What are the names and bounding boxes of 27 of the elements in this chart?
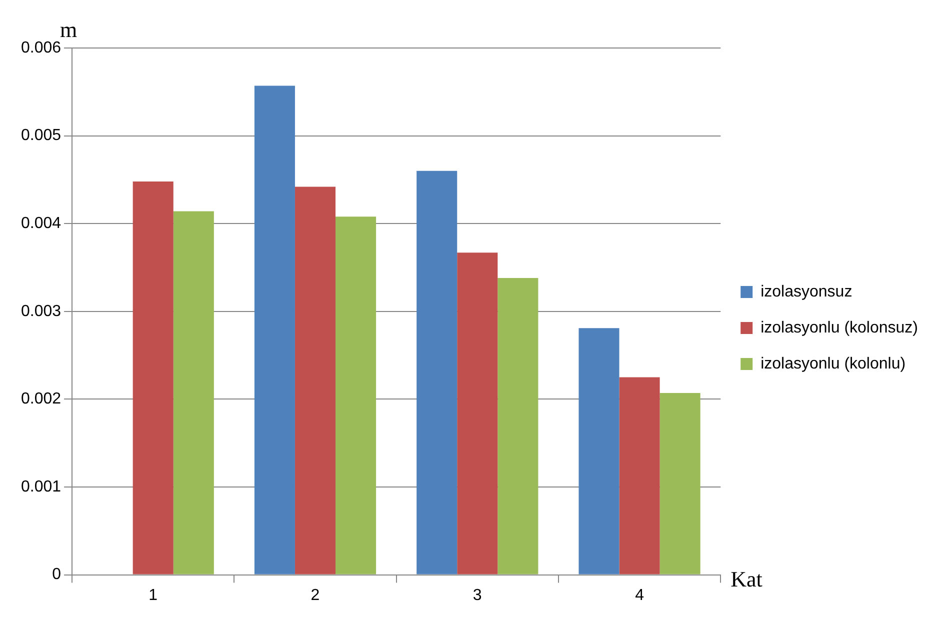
legend-label: izolasyonlu (kolonsuz) — [760, 319, 918, 336]
bar — [619, 377, 660, 574]
bar — [416, 170, 458, 574]
y-axis-title: m — [60, 16, 78, 42]
legend-label: izolasyonlu (kolonlu) — [760, 355, 906, 372]
bar — [457, 252, 498, 574]
bar — [578, 328, 620, 574]
bar — [254, 86, 295, 574]
x-tick-label: 1 — [148, 586, 158, 604]
x-tick-label: 3 — [472, 586, 482, 604]
bar — [173, 211, 214, 574]
y-tick-label: 0.004 — [20, 215, 62, 232]
y-tick-label: 0.005 — [20, 127, 62, 144]
bar — [132, 181, 174, 574]
bar — [660, 393, 700, 574]
bar — [294, 186, 336, 574]
y-tick-label: 0.006 — [20, 39, 62, 56]
y-tick-label: 0.002 — [20, 390, 62, 408]
y-tick-label: 0 — [52, 566, 62, 584]
x-axis-title: Kat — [730, 566, 762, 592]
bar — [336, 216, 376, 574]
y-tick-label: 0.003 — [20, 302, 62, 320]
legend-label: izolasyonsuz — [760, 283, 852, 300]
x-tick-label: 2 — [310, 586, 320, 604]
x-tick-label: 4 — [635, 586, 644, 604]
y-tick-label: 0.001 — [20, 478, 62, 496]
bar — [498, 278, 538, 574]
